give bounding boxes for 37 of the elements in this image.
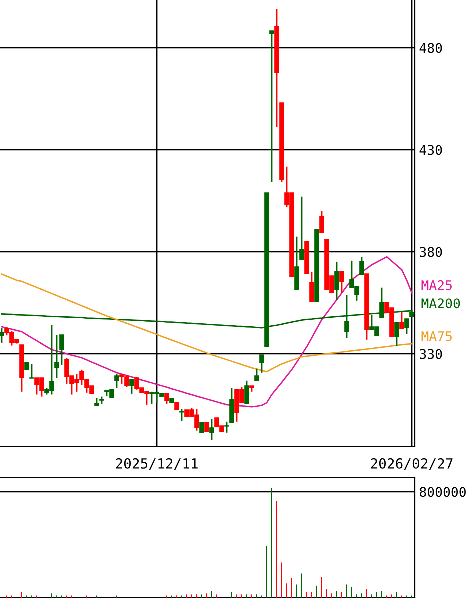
candlestick — [244, 380, 250, 405]
line-series — [1, 274, 413, 373]
candlestick — [200, 422, 204, 434]
x-tick-label: 2025/12/11 — [116, 458, 198, 470]
candlestick — [30, 363, 34, 380]
candlestick — [300, 196, 304, 261]
y-tick-label: 480 — [420, 43, 442, 54]
candlestick — [60, 334, 64, 366]
candlestick — [254, 368, 260, 382]
candlestick — [404, 318, 410, 335]
candlestick — [320, 210, 324, 234]
candlestick — [180, 408, 184, 422]
candlestick — [294, 236, 300, 291]
candlestick — [0, 327, 4, 344]
candlestick — [114, 373, 120, 389]
candlestick — [340, 271, 344, 294]
candlestick — [334, 261, 340, 301]
candlestick — [394, 322, 400, 347]
series-label: MA25 — [422, 280, 452, 290]
y-tick-label: 380 — [420, 247, 442, 258]
x-tick-label: 2026/02/27 — [371, 458, 453, 470]
candlestick — [210, 418, 214, 441]
candlestick — [54, 334, 60, 379]
candlestick — [224, 421, 230, 434]
candlestick — [310, 271, 314, 303]
candlestick — [400, 311, 404, 330]
candlestick — [230, 387, 234, 424]
series-label: MA200 — [422, 298, 460, 309]
y-tick-label: 430 — [420, 145, 442, 156]
candlestick — [260, 354, 264, 374]
candlestick — [130, 379, 134, 395]
y-tick-label: 800000 — [420, 487, 466, 498]
candlestick — [360, 256, 364, 276]
series-label: MA75 — [422, 332, 452, 342]
candlestick — [164, 393, 170, 405]
candlestick — [270, 30, 274, 183]
y-tick-label: 330 — [420, 349, 442, 360]
